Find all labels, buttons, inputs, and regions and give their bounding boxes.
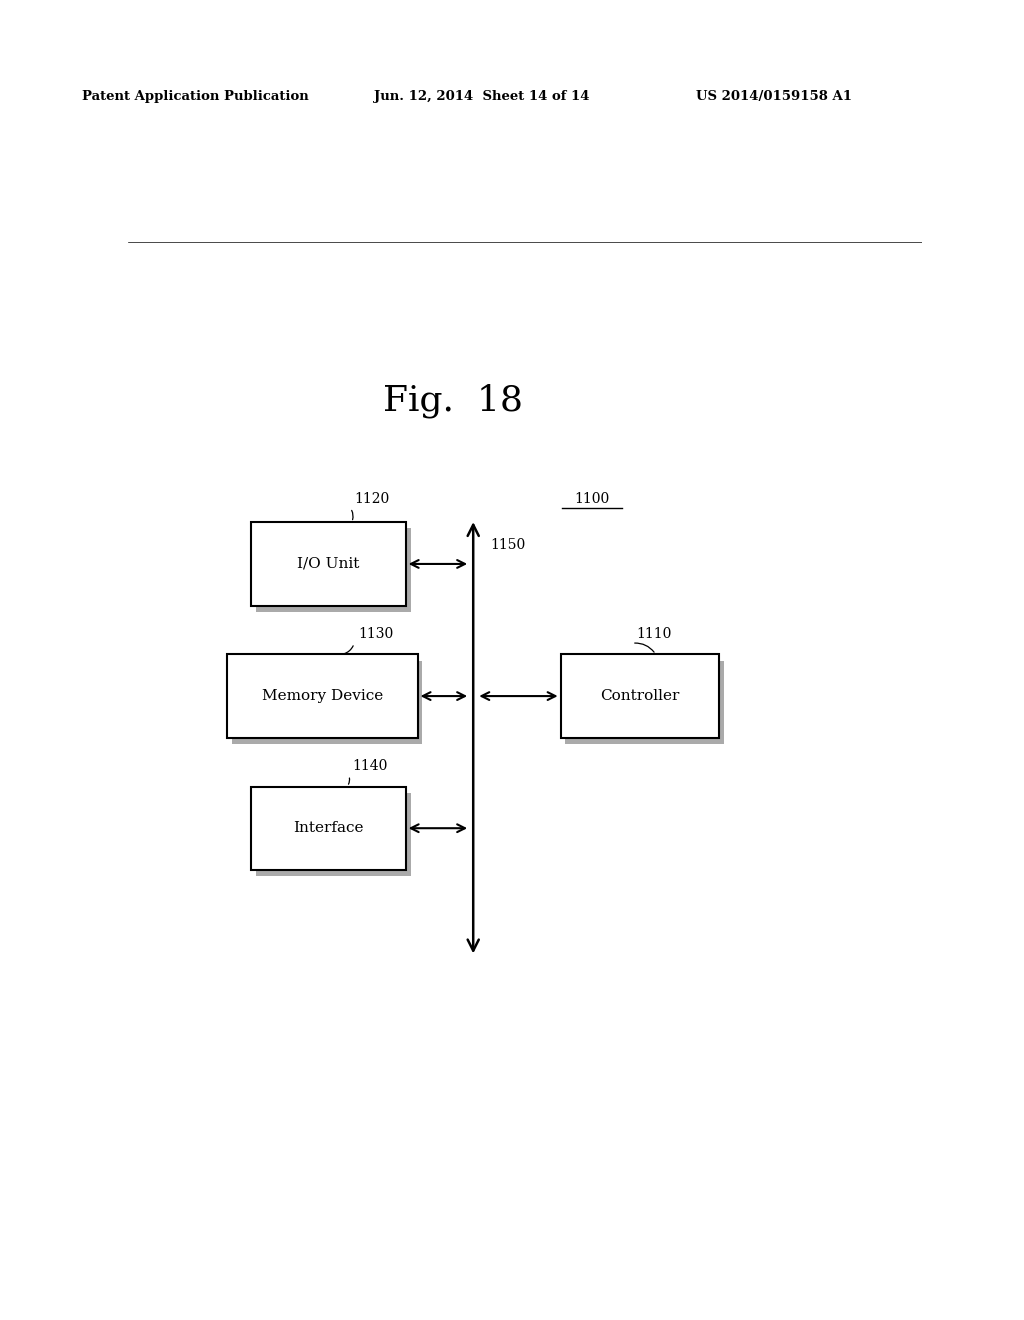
- Text: 1130: 1130: [358, 627, 393, 642]
- Text: I/O Unit: I/O Unit: [297, 557, 359, 572]
- Text: 1120: 1120: [354, 492, 389, 506]
- Bar: [251, 787, 406, 870]
- Text: Interface: Interface: [293, 821, 364, 836]
- Text: 1110: 1110: [636, 627, 672, 642]
- Bar: [227, 655, 418, 738]
- Bar: [560, 655, 719, 738]
- Text: Patent Application Publication: Patent Application Publication: [82, 90, 308, 103]
- Bar: [232, 660, 423, 744]
- Text: 1150: 1150: [490, 537, 526, 552]
- Text: Controller: Controller: [600, 689, 680, 704]
- Bar: [565, 660, 724, 744]
- Text: Jun. 12, 2014  Sheet 14 of 14: Jun. 12, 2014 Sheet 14 of 14: [374, 90, 589, 103]
- Text: 1140: 1140: [352, 759, 388, 774]
- Text: Memory Device: Memory Device: [262, 689, 383, 704]
- Text: 1100: 1100: [574, 492, 610, 506]
- Bar: [256, 792, 411, 876]
- Bar: [256, 528, 411, 611]
- Bar: [251, 523, 406, 606]
- Text: US 2014/0159158 A1: US 2014/0159158 A1: [696, 90, 852, 103]
- Text: Fig.  18: Fig. 18: [383, 383, 523, 417]
